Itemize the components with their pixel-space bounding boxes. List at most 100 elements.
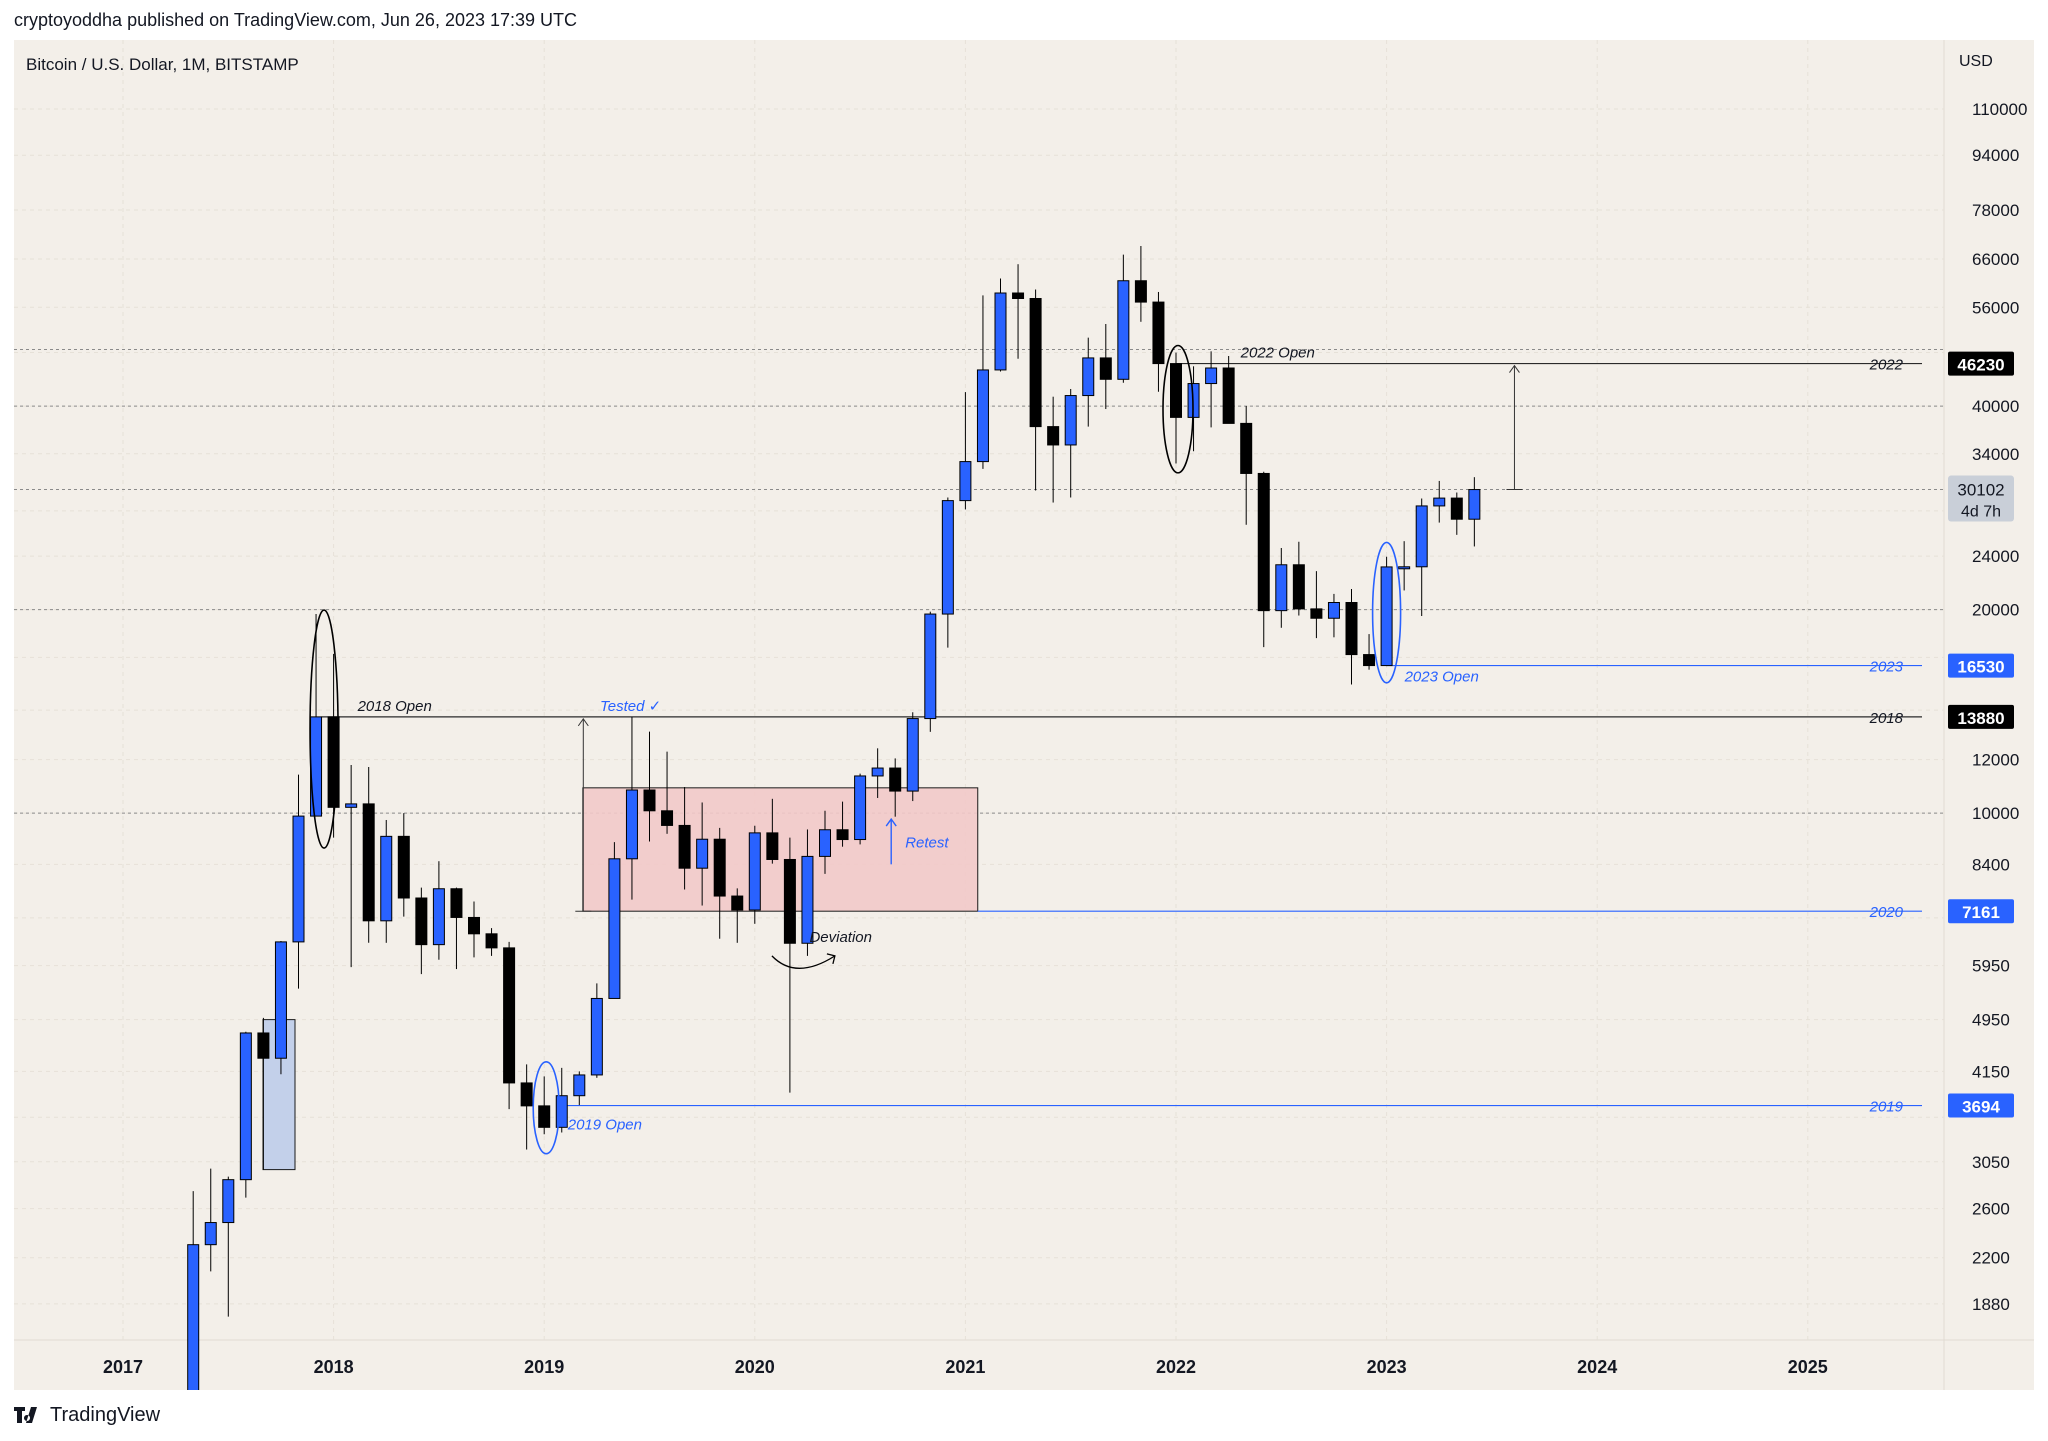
candle-body (819, 829, 831, 857)
candle-body (1415, 505, 1428, 568)
x-tick-label: 2023 (1367, 1357, 1407, 1377)
annotation-label: 2019 Open (567, 1117, 642, 1134)
candle-body (906, 718, 919, 792)
candle-body (1082, 357, 1095, 397)
plot-background (14, 40, 1944, 1340)
candle-body (432, 888, 445, 946)
candle-body (204, 1222, 217, 1246)
candle-body (766, 832, 779, 860)
level-badge-text-2023: 16530 (1957, 658, 2004, 677)
candle-body (1205, 367, 1218, 385)
candle-body (748, 832, 761, 911)
levels: 2022 2023 2018 2020 2019 (321, 357, 1922, 1116)
candle-body (415, 897, 428, 946)
x-tick-label: 2021 (945, 1357, 985, 1377)
annotation-label: 2018 Open (357, 698, 432, 715)
level-year-label-2023: 2023 (1869, 659, 1904, 676)
measure-arrow-head-2023 (1509, 364, 1520, 373)
price-axis-background (1944, 40, 2034, 1340)
level-year-label-2018: 2018 (1869, 710, 1904, 727)
candle-body (713, 838, 726, 897)
annotation-label: 2023 Open (1404, 669, 1479, 686)
annotation-label: Retest (905, 834, 949, 851)
currency-label: USD (1959, 53, 1993, 70)
candle-body (696, 838, 709, 869)
candle-body (801, 855, 814, 944)
x-tick-label: 2019 (524, 1357, 564, 1377)
x-tick-label: 2025 (1788, 1357, 1828, 1377)
candle-body (239, 1032, 252, 1181)
candle-body (854, 775, 867, 841)
y-tick-label: 66000 (1972, 250, 2019, 269)
level-badge-text-2022: 46230 (1957, 356, 2004, 375)
level-year-label-2019: 2019 (1869, 1099, 1904, 1116)
candle-body (836, 829, 849, 841)
candle-body (1433, 497, 1446, 507)
ellipse-2022 (1162, 344, 1194, 474)
level-badge-text-2018: 13880 (1957, 709, 2004, 728)
y-tick-label: 5950 (1972, 957, 2010, 976)
candle-body (380, 835, 393, 922)
price-badges: 46230 16530 13880 7161 3694 30102 4d 7h (1948, 351, 2014, 1118)
candle-body (643, 789, 656, 812)
candle-body (976, 369, 989, 463)
ellipse-2018 (309, 609, 339, 849)
level-year-label-2022: 2022 (1869, 357, 1904, 374)
candle-body (625, 789, 638, 860)
overlays: 2018 Open 2022 Open 2023 Open 2019 Open Test… (309, 344, 1523, 1155)
candle-body (608, 858, 621, 999)
footer: TradingView (14, 1400, 160, 1430)
candle-body (573, 1074, 586, 1097)
candle-body (485, 933, 498, 949)
y-tick-label: 20000 (1972, 601, 2019, 620)
candle-body (1327, 602, 1340, 619)
y-tick-label: 8400 (1972, 855, 2010, 874)
current-price-badge (1948, 475, 2014, 522)
candle-body (555, 1095, 568, 1128)
y-tick-label: 10000 (1972, 804, 2019, 823)
x-tick-label: 2018 (314, 1357, 354, 1377)
candle-body (450, 888, 463, 918)
candle-body (1012, 292, 1025, 300)
candle-body (1345, 602, 1358, 656)
candle-body (1275, 564, 1288, 612)
time-axis[interactable]: 2017 2018 2019 2020 2021 2022 2023 2024 2025 (103, 1357, 1828, 1377)
y-tick-label: 56000 (1972, 298, 2019, 317)
candles (187, 245, 1481, 1390)
candle-body (1240, 422, 1253, 474)
candle-body (538, 1105, 551, 1128)
y-tick-label: 4950 (1972, 1011, 2010, 1030)
symbol-title: Bitcoin / U.S. Dollar, 1M, BITSTAMP (26, 55, 299, 74)
candle-body (590, 997, 603, 1076)
y-tick-label: 2600 (1972, 1200, 2010, 1219)
candle-body (1292, 564, 1305, 610)
candle-body (1152, 301, 1165, 365)
candle-body (222, 1179, 235, 1224)
x-tick-label: 2020 (735, 1357, 775, 1377)
candle-body (292, 815, 305, 943)
measure-arrow-head-2019 (577, 718, 589, 727)
x-tick-label: 2022 (1156, 1357, 1196, 1377)
current-price-text: 30102 (1957, 481, 2004, 500)
candle-body (327, 716, 340, 808)
deviation-curve (771, 955, 836, 969)
y-tick-label: 110000 (1972, 100, 2027, 119)
y-tick-label: 94000 (1972, 146, 2019, 165)
candle-body (783, 858, 796, 944)
candle-body (1398, 566, 1411, 570)
x-tick-label: 2017 (103, 1357, 143, 1377)
y-tick-label: 78000 (1972, 201, 2019, 220)
candle-body (1363, 654, 1376, 667)
candle-body (345, 803, 358, 808)
annotation-label: Deviation (809, 929, 872, 946)
retest-arrow-head (885, 817, 897, 827)
candle-body (503, 947, 516, 1084)
price-axis[interactable]: 1880 2200 2600 3050 4150 4950 5950 8400 10000 120… (1972, 100, 2027, 1314)
current-price-countdown: 4d 7h (1961, 504, 2001, 521)
y-tick-label: 3050 (1972, 1153, 2010, 1172)
candle-body (1450, 497, 1463, 520)
level-badge-text-2019: 3694 (1962, 1098, 2000, 1117)
candle-body (1099, 357, 1112, 380)
level-year-label-2020: 2020 (1869, 904, 1904, 921)
